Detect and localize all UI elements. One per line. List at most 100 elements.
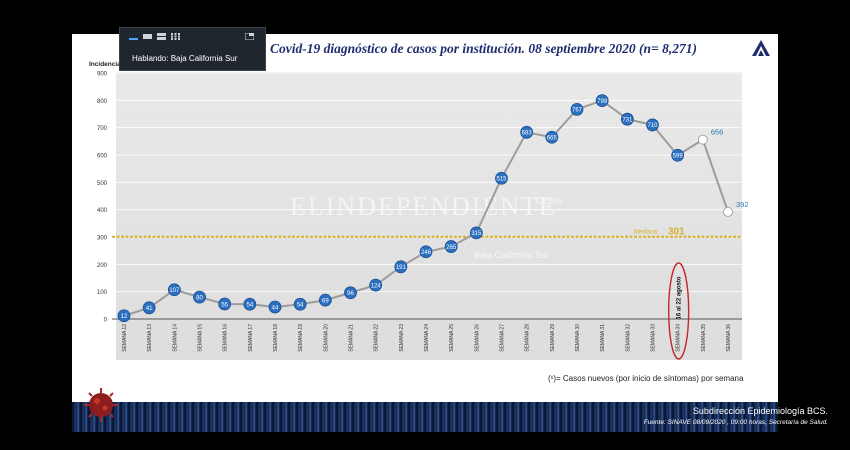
median-value: 301	[668, 227, 685, 238]
footer-band	[72, 402, 778, 432]
x-tick-label: SEMANA 26	[474, 324, 480, 352]
x-tick-label: SEMANA 18	[273, 324, 279, 352]
data-point	[570, 102, 584, 116]
x-tick-label: SEMANA 15	[198, 324, 204, 352]
data-label: 54	[246, 303, 253, 309]
data-point	[520, 125, 534, 139]
x-tick-label: SEMANA 19	[298, 324, 304, 352]
data-point	[243, 297, 257, 311]
data-point	[671, 148, 685, 162]
watermark: ELINDEPENDIENTE	[290, 192, 557, 221]
footer-source: Fuente: SINAVE 08/09/2020 , 09:00 horas,…	[643, 419, 828, 426]
data-point	[620, 112, 634, 126]
data-point	[142, 301, 156, 315]
x-tick-label: SEMANA 36	[726, 324, 732, 352]
data-point	[193, 290, 206, 304]
x-tick-label: SEMANA 30	[575, 324, 581, 352]
data-point	[394, 260, 408, 274]
y-tick-label: 100	[97, 290, 108, 296]
x-tick-label: SEMANA 17	[248, 324, 254, 352]
x-tick-label: SEMANA 12	[122, 324, 128, 352]
x-tick-label: SEMANA 33	[651, 324, 657, 352]
meeting-speaker-overlay	[119, 27, 266, 71]
data-point	[344, 286, 357, 300]
x-tick-label: SEMANA 35	[701, 324, 707, 352]
data-point	[723, 206, 733, 217]
x-tick-label: SEMANA 31	[600, 324, 606, 352]
annotation-label: 16 al 22 agosto	[677, 276, 683, 319]
data-label: 731	[622, 117, 633, 123]
y-tick-label: 900	[97, 72, 108, 78]
data-label: 54	[297, 303, 304, 309]
series-line	[123, 99, 729, 317]
y-tick-label: 700	[97, 126, 108, 132]
data-label: 683	[522, 131, 533, 137]
data-point	[167, 283, 181, 297]
y-tick-label: 400	[97, 208, 108, 214]
x-tick-label: SEMANA 25	[449, 324, 455, 352]
data-label: 246	[421, 250, 432, 256]
data-point	[218, 297, 232, 311]
y-tick-label: 600	[97, 154, 108, 160]
data-point	[469, 226, 483, 240]
median-label: Mediana:	[634, 230, 659, 236]
x-tick-label: SEMANA 20	[323, 324, 329, 352]
x-tick-label: SEMANA 28	[525, 324, 531, 352]
data-label: 515	[496, 177, 507, 183]
data-point	[318, 293, 332, 307]
y-tick-label: 300	[97, 236, 108, 242]
data-point	[268, 300, 282, 314]
data-label: 44	[272, 305, 279, 311]
data-label: 767	[572, 108, 583, 114]
data-label: 12	[121, 314, 128, 320]
data-point	[646, 118, 659, 132]
y-tick-label: 0	[104, 318, 108, 324]
watermark-diario: Diario	[536, 196, 563, 207]
x-tick-label: SEMANA 32	[625, 324, 631, 352]
data-label: 41	[146, 306, 153, 312]
data-point	[697, 134, 708, 145]
data-label: 96	[347, 291, 354, 297]
x-tick-label: SEMANA 23	[399, 324, 405, 352]
data-point	[495, 171, 508, 185]
x-tick-label: SEMANA 27	[500, 324, 506, 352]
gallery-view-icon[interactable]	[171, 33, 180, 40]
y-tick-label: 800	[97, 99, 108, 105]
x-tick-label: SEMANA 24	[424, 324, 430, 352]
strip-view-icon[interactable]	[143, 33, 152, 40]
y-axis-label: Incidencia	[89, 61, 121, 68]
speaker-view-icon[interactable]	[157, 33, 166, 40]
x-tick-label: SEMANA 22	[374, 324, 380, 352]
institution-logo-icon	[752, 40, 770, 56]
data-point	[595, 94, 609, 108]
minimize-view-icon[interactable]	[129, 33, 138, 40]
data-label: 55	[221, 302, 228, 308]
data-label: 665	[547, 136, 558, 142]
slide-title: Covid-19 diagnóstico de casos por instit…	[270, 41, 697, 56]
data-label: 710	[647, 123, 658, 129]
y-tick-label: 200	[97, 263, 108, 269]
chart-footnote: (¹)= Casos nuevos (por inicio de síntoma…	[548, 374, 744, 383]
watermark-subtitle: Baja California Sur	[474, 250, 550, 260]
data-label: 265	[446, 245, 457, 251]
data-point	[117, 309, 131, 323]
data-label: 392	[736, 200, 749, 209]
x-tick-label: SEMANA 14	[172, 324, 178, 352]
x-tick-label: SEMANA 13	[147, 324, 153, 352]
speaker-label: Hablando: Baja California Sur	[132, 54, 238, 63]
data-point	[545, 130, 559, 144]
data-label: 191	[396, 265, 407, 271]
coronavirus-icon	[84, 388, 118, 422]
data-label: 80	[196, 295, 203, 301]
data-point	[419, 245, 433, 259]
x-tick-label: SEMANA 16	[223, 324, 229, 352]
data-label: 315	[471, 231, 482, 237]
data-point	[444, 240, 458, 253]
data-label: 656	[711, 128, 724, 137]
x-tick-label: SEMANA 29	[550, 324, 556, 352]
data-point	[293, 297, 307, 311]
data-label: 799	[597, 99, 608, 105]
plot-area-background	[116, 72, 742, 360]
data-label: 107	[169, 288, 180, 294]
exit-fullscreen-icon[interactable]	[245, 33, 254, 40]
